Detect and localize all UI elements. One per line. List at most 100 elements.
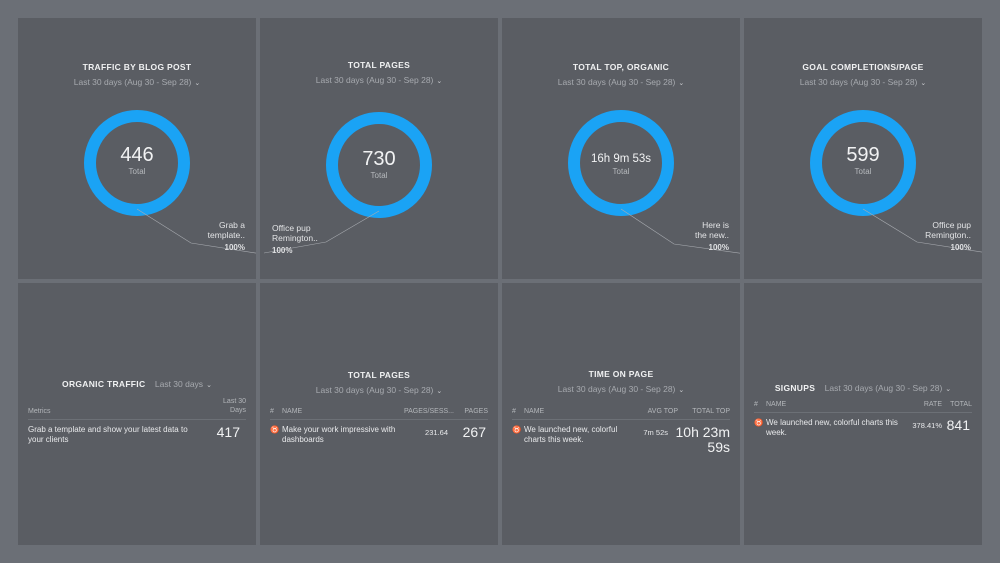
donut-total-label: Total [612,167,630,176]
chevron-down-icon: ⌄ [678,387,685,394]
chevron-down-icon: ⌄ [920,80,927,87]
card-title: TOTAL TOP, ORGANIC [572,62,670,72]
donut-center: 446 Total [18,144,256,176]
chevron-down-icon: ⌄ [436,388,443,395]
slice-callout: Here is the new.. 100% [695,220,729,253]
callout-line [620,208,740,254]
callout-label-line2: template.. [207,230,245,240]
date-range-select[interactable]: Last 30 days (Aug 30 - Sep 28) ⌄ [502,77,740,87]
column-header-total-top: TOTAL TOP [692,408,730,415]
row-rate: 378.41% [912,421,942,430]
date-range-label: Last 30 days (Aug 30 - Sep 28) [315,385,434,395]
goal-completions-page-card: GOAL COMPLETIONS/PAGE Last 30 days (Aug … [744,18,982,279]
column-header-avg-top: AVG TOP [647,408,678,415]
callout-label-line1: Grab a [219,220,245,230]
column-header-rate: RATE [923,401,942,408]
divider [270,419,488,420]
column-header-pages: PAGES [464,408,488,415]
card-title: SIGNUPS [774,383,816,393]
chevron-down-icon: ⌄ [206,382,212,389]
table-header: # NAME PAGES/SESS... PAGES [270,408,488,415]
callout-label-line2: the new.. [694,230,729,240]
card-title: TOTAL PAGES [347,60,411,70]
card-title: TRAFFIC BY BLOG POST [82,62,192,72]
column-header-total: TOTAL [950,401,972,408]
donut-center: 730 Total [260,148,498,180]
donut-chart [84,110,256,254]
date-range-select[interactable]: Last 30 days (Aug 30 - Sep 28) ⌄ [744,77,982,87]
date-range-label: Last 30 days (Aug 30 - Sep 28) [799,77,918,87]
donut-total-label: Total [370,171,388,180]
callout-label-line2: Remington.. [925,230,971,240]
callout-percent: 100% [950,243,971,252]
donut-total-value: 16h 9m 53s [590,153,652,165]
chevron-down-icon: ⌄ [945,386,952,393]
time-on-page-table: # NAME AVG TOP TOTAL TOP ♉ We launched n… [512,408,730,455]
callout-label-line1: Here is [702,220,729,230]
donut-total-value: 599 [846,144,880,166]
trophy-icon: ♉ [270,425,280,434]
callout-percent: 100% [272,246,293,255]
date-range-select[interactable]: Last 30 days (Aug 30 - Sep 28) ⌄ [825,383,952,393]
row-total: 841 [946,417,970,433]
callout-label-line1: Office pup [272,223,311,233]
donut-ring [810,110,916,216]
slice-callout: Office pup Remington.. 100% [925,220,971,253]
donut-center: 16h 9m 53s Total [502,152,740,176]
date-range-select[interactable]: Last 30 days ⌄ [155,379,212,389]
callout-line [862,208,982,253]
donut-total-label: Total [128,167,146,176]
date-range-label: Last 30 days (Aug 30 - Sep 28) [73,77,192,87]
divider [28,419,246,420]
total-pages-card: TOTAL PAGES Last 30 days (Aug 30 - Sep 2… [260,18,498,279]
row-total-top-line1: 10h 23m [675,424,730,440]
date-range-select[interactable]: Last 30 days (Aug 30 - Sep 28) ⌄ [260,385,498,395]
row-pages-per-session: 231.64 [425,428,448,437]
row-total-top-line2: 59s [707,439,730,455]
column-header-line1: Last 30 [223,398,246,405]
divider [512,419,730,420]
organic-traffic-card: ORGANIC TRAFFIC Last 30 days ⌄ Metrics La… [18,283,256,545]
date-range-label: Last 30 days (Aug 30 - Sep 28) [557,77,676,87]
row-avg-top: 7m 52s [643,428,668,437]
callout-label-line2: Remington.. [272,233,318,243]
table-row: ♉ Make your work impressive with dashboa… [270,420,488,445]
row-pages: 267 [462,424,486,440]
donut-chart [568,110,740,254]
date-range-select[interactable]: Last 30 days (Aug 30 - Sep 28) ⌄ [18,77,256,87]
row-label: Grab a template and show your latest dat… [28,425,188,444]
total-top-organic-card: TOTAL TOP, ORGANIC Last 30 days (Aug 30 … [502,18,740,279]
trophy-icon: ♉ [512,425,522,434]
date-range-label: Last 30 days (Aug 30 - Sep 28) [557,384,676,394]
donut-ring [568,110,674,216]
slice-callout: Grab a template.. 100% [208,220,245,253]
table-header: # NAME AVG TOP TOTAL TOP [512,408,730,415]
callout-label-line1: Office pup [932,220,971,230]
callout-line [263,210,380,254]
column-header-index: # [512,408,516,415]
card-title: TIME ON PAGE [588,369,654,379]
date-range-label: Last 30 days (Aug 30 - Sep 28) [824,383,943,393]
divider [754,412,972,413]
card-title: TOTAL PAGES [347,370,411,380]
row-name: We launched new, colorful charts this we… [766,418,898,437]
donut-ring [84,110,190,216]
callout-percent: 100% [708,243,729,252]
column-header-name: NAME [282,408,303,415]
date-range-label: Last 30 days [154,379,204,389]
card-title: ORGANIC TRAFFIC [62,379,146,389]
date-range-select[interactable]: Last 30 days (Aug 30 - Sep 28) ⌄ [502,384,740,394]
signups-table: # NAME RATE TOTAL ♉ We launched new, col… [754,401,972,438]
trophy-icon: ♉ [754,418,764,427]
table-header: # NAME RATE TOTAL [754,401,972,408]
donut-chart [263,112,432,254]
slice-callout: Office pup Remington.. 100% [272,223,318,256]
date-range-select[interactable]: Last 30 days (Aug 30 - Sep 28) ⌄ [260,75,498,85]
row-total-top: 10h 23m 59s [668,425,730,455]
donut-chart [810,110,982,253]
pages-table: # NAME PAGES/SESS... PAGES ♉ Make your w… [270,408,488,445]
row-name: Make your work impressive with dashboard… [282,425,396,444]
column-header-pages-per-session: PAGES/SESS... [403,408,454,415]
column-header-metrics: Metrics [28,408,51,415]
time-on-page-card: TIME ON PAGE Last 30 days (Aug 30 - Sep … [502,283,740,545]
